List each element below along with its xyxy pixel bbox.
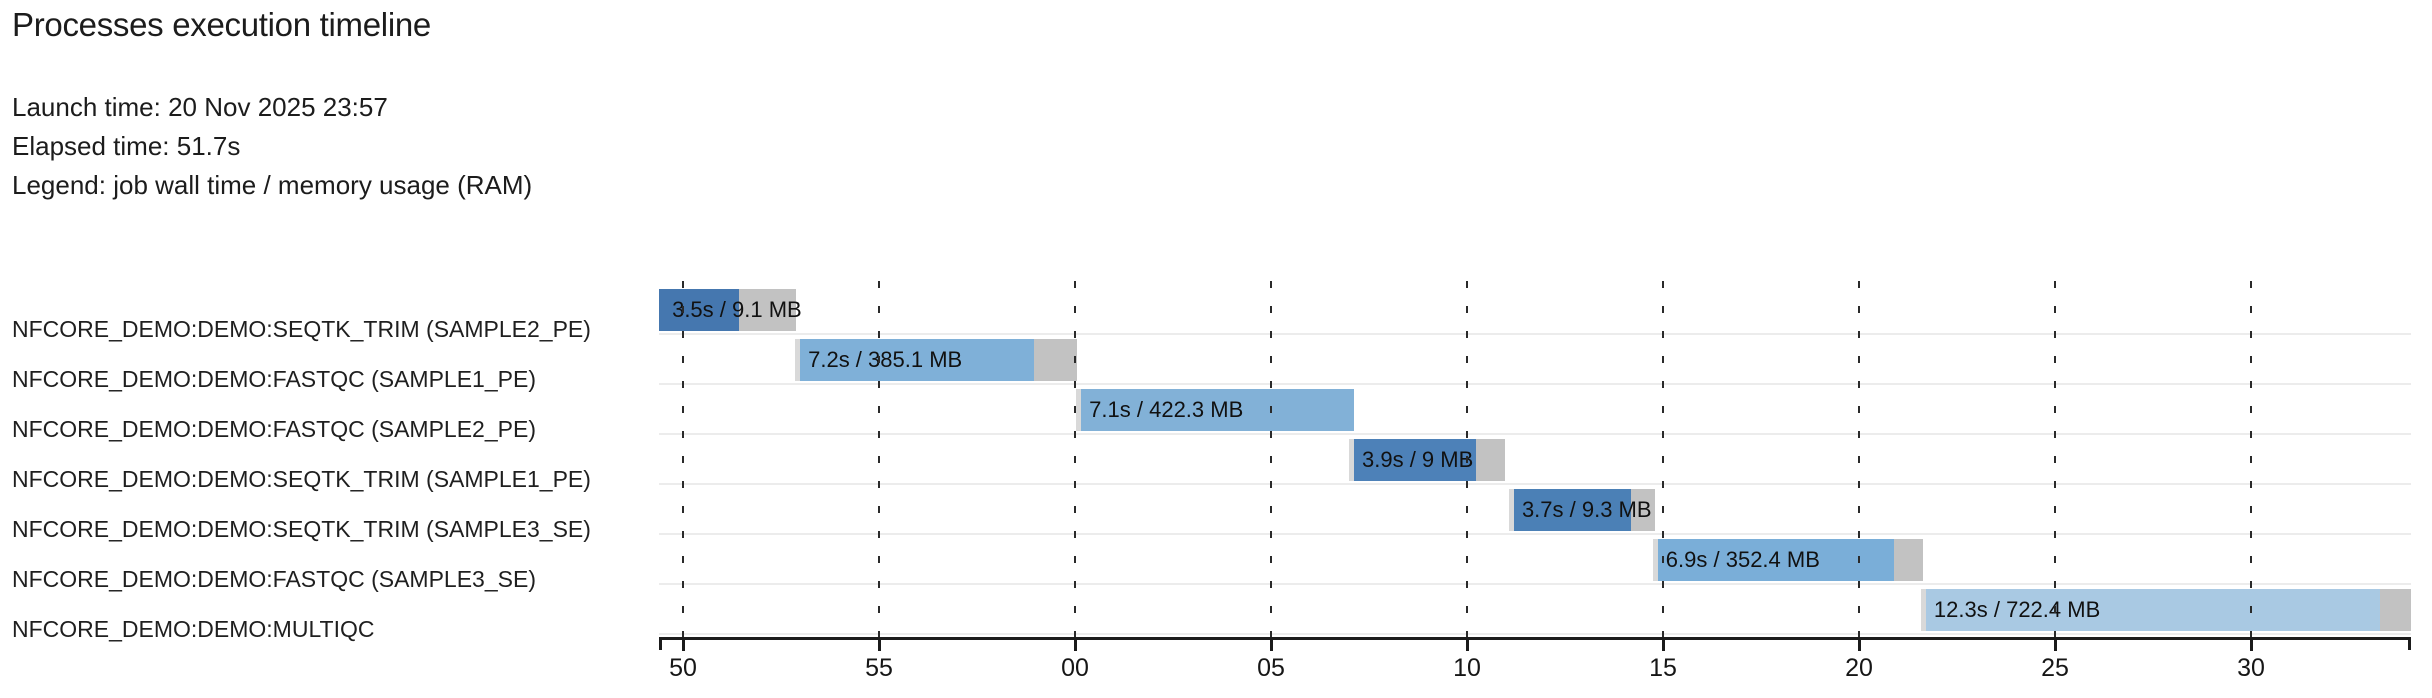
bar-lead-sliver (1076, 389, 1082, 431)
bar-value-label: 7.2s / 385.1 MB (808, 347, 963, 372)
axis-tick-label: 10 (1453, 654, 1481, 682)
row-separator (659, 633, 2411, 635)
page-title: Processes execution timeline (12, 6, 431, 43)
axis-tick-label: 25 (2041, 654, 2069, 682)
dashed-gridline (2250, 281, 2252, 637)
process-label: NFCORE_DEMO:DEMO:SEQTK_TRIM (SAMPLE1_PE) (12, 466, 591, 492)
bar-walltime-segment (1513, 489, 1631, 531)
bar-memory-segment (1476, 439, 1505, 481)
bar-value-label: 3.7s / 9.3 MB (1521, 497, 1652, 522)
axis-end-cap (659, 637, 662, 650)
bar-memory-segment (1893, 539, 1923, 581)
bar-value-label: 12.3s / 722.4 MB (1933, 597, 2101, 622)
axis-tick-label: 00 (1061, 654, 1089, 682)
row-separator (659, 533, 2411, 535)
bar-value-label: 3.9s / 9 MB (1362, 447, 1474, 472)
dashed-gridline (1466, 281, 1468, 637)
axis-tick-mark (2250, 637, 2253, 651)
axis-tick-mark (1466, 637, 1469, 651)
process-bar[interactable]: 6.9s / 352.4 MB (1652, 539, 1923, 581)
bar-lead-sliver (795, 339, 801, 381)
axis-tick-mark (1858, 637, 1861, 651)
bar-walltime-segment (1925, 589, 2380, 631)
row-separator (659, 383, 2411, 385)
process-bar[interactable]: 3.7s / 9.3 MB (1508, 489, 1655, 531)
row-separator (659, 483, 2411, 485)
bar-memory-segment (1034, 339, 1078, 381)
legend-line: Legend: job wall time / memory usage (RA… (12, 170, 533, 200)
bar-memory-segment (2379, 589, 2411, 631)
bar-lead-sliver (1652, 539, 1658, 581)
axis-end-cap (2408, 637, 2411, 650)
bar-walltime-segment (1081, 389, 1355, 431)
row-separator (659, 583, 2411, 585)
bar-value-label: 3.5s / 9.1 MB (672, 297, 802, 322)
dashed-gridline (878, 281, 880, 637)
dashed-gridline (2054, 281, 2056, 637)
dashed-gridline (1074, 281, 1076, 637)
process-label: NFCORE_DEMO:DEMO:SEQTK_TRIM (SAMPLE2_PE) (12, 316, 591, 342)
bar-value-label: 7.1s / 422.3 MB (1089, 397, 1244, 422)
axis-tick-mark (1662, 637, 1665, 651)
row-separator (659, 433, 2411, 435)
dashed-gridline (1270, 281, 1272, 637)
row-separator (659, 333, 2411, 335)
bar-walltime-segment (659, 289, 740, 331)
bar-memory-segment (739, 289, 797, 331)
bar-walltime-segment (800, 339, 1035, 381)
bar-walltime-segment (1657, 539, 1894, 581)
process-label: NFCORE_DEMO:DEMO:FASTQC (SAMPLE1_PE) (12, 366, 536, 392)
process-label: NFCORE_DEMO:DEMO:FASTQC (SAMPLE2_PE) (12, 416, 536, 442)
dashed-gridline (682, 281, 684, 637)
axis-tick-label: 30 (2237, 654, 2265, 682)
elapsed-time-line: Elapsed time: 51.7s (12, 131, 241, 161)
axis-tick-label: 55 (865, 654, 893, 682)
bar-lead-sliver (1508, 489, 1514, 531)
process-label: NFCORE_DEMO:DEMO:SEQTK_TRIM (SAMPLE3_SE) (12, 516, 591, 542)
bar-lead-sliver (1920, 589, 1926, 631)
axis-tick-mark (1270, 637, 1273, 651)
report-meta: Launch time: 20 Nov 2025 23:57 Elapsed t… (12, 88, 532, 205)
launch-time-line: Launch time: 20 Nov 2025 23:57 (12, 92, 388, 122)
axis-domain-line (659, 637, 2411, 640)
axis-tick-mark (1074, 637, 1077, 651)
dashed-gridline (1858, 281, 1860, 637)
axis-tick-label: 15 (1649, 654, 1677, 682)
axis-tick-label: 50 (669, 654, 697, 682)
process-bar[interactable]: 3.5s / 9.1 MB (659, 289, 802, 331)
process-bar[interactable]: 3.9s / 9 MB (1349, 439, 1505, 481)
process-bar[interactable]: 12.3s / 722.4 MB (1920, 589, 2411, 631)
axis-tick-mark (2054, 637, 2057, 651)
bar-memory-segment (1630, 489, 1655, 531)
dashed-gridline (1662, 281, 1664, 637)
axis-tick-label: 20 (1845, 654, 1873, 682)
process-label: NFCORE_DEMO:DEMO:FASTQC (SAMPLE3_SE) (12, 566, 536, 592)
process-bar[interactable]: 7.2s / 385.1 MB (795, 339, 1078, 381)
axis-tick-mark (682, 637, 685, 651)
axis-tick-label: 05 (1257, 654, 1285, 682)
bar-lead-sliver (1349, 439, 1354, 481)
process-label: NFCORE_DEMO:DEMO:MULTIQC (12, 616, 375, 642)
axis-tick-mark (878, 637, 881, 651)
bar-walltime-segment (1354, 439, 1476, 481)
bar-value-label: 6.9s / 352.4 MB (1665, 547, 1820, 572)
process-bar[interactable]: 7.1s / 422.3 MB (1076, 389, 1355, 431)
